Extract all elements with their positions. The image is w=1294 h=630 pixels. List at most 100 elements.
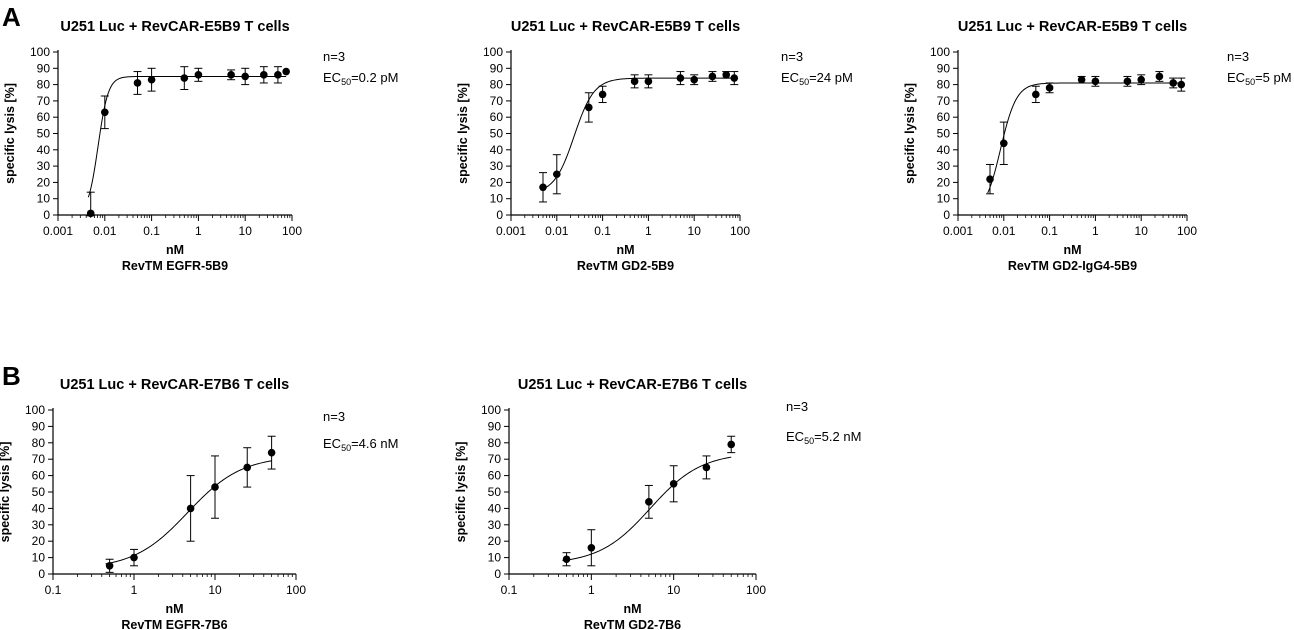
y-tick-label: 40 bbox=[937, 143, 951, 157]
data-point bbox=[1155, 72, 1164, 81]
x-tick-label: 1 bbox=[195, 224, 202, 238]
fit-curve bbox=[540, 77, 735, 191]
data-point bbox=[267, 448, 276, 457]
y-tick-label: 80 bbox=[490, 78, 504, 92]
y-tick-label: 40 bbox=[32, 501, 46, 515]
y-tick-label: 30 bbox=[490, 159, 504, 173]
y-tick-label: 100 bbox=[481, 403, 501, 417]
y-tick-label: 90 bbox=[937, 61, 951, 75]
data-point bbox=[644, 77, 653, 86]
chart-title: U251 Luc + RevCAR-E7B6 T cells bbox=[518, 377, 747, 393]
y-tick-label: 20 bbox=[32, 534, 46, 548]
data-point bbox=[260, 71, 268, 79]
y-tick-label: 100 bbox=[483, 45, 503, 59]
y-tick-label: 40 bbox=[37, 143, 51, 157]
y-tick-label: 80 bbox=[488, 436, 502, 450]
y-tick-label: 60 bbox=[37, 110, 51, 124]
x-axis-sublabel: RevTM EGFR-5B9 bbox=[122, 259, 228, 273]
data-point bbox=[1137, 75, 1145, 84]
panel-label-a: A bbox=[2, 2, 21, 32]
x-tick-label: 100 bbox=[286, 583, 306, 597]
y-tick-label: 80 bbox=[937, 78, 951, 92]
y-tick-label: 20 bbox=[37, 175, 51, 189]
ec50-annotation: EC50=4.6 nM bbox=[323, 436, 398, 453]
data-point bbox=[702, 463, 711, 472]
y-tick-label: 70 bbox=[488, 452, 502, 466]
data-point bbox=[227, 71, 235, 79]
ec50-annotation: EC50=5 pM bbox=[1227, 70, 1292, 87]
data-point bbox=[539, 183, 547, 192]
data-point bbox=[598, 90, 607, 99]
x-tick-label: 0.01 bbox=[93, 224, 117, 238]
data-point bbox=[562, 555, 571, 564]
x-tick-label: 100 bbox=[282, 224, 302, 238]
y-tick-label: 40 bbox=[488, 501, 502, 515]
n-annotation: n=3 bbox=[1227, 49, 1249, 64]
y-tick-label: 100 bbox=[930, 45, 950, 59]
y-tick-label: 90 bbox=[32, 419, 46, 433]
y-tick-label: 50 bbox=[488, 485, 502, 499]
data-point bbox=[194, 71, 203, 79]
y-axis-label: specific lysis [%] bbox=[456, 83, 470, 184]
data-point bbox=[282, 67, 290, 76]
y-tick-label: 30 bbox=[937, 159, 951, 173]
x-axis-sublabel: RevTM GD2-IgG4-5B9 bbox=[1008, 259, 1137, 273]
n-annotation: n=3 bbox=[781, 49, 803, 64]
x-axis-sublabel: RevTM GD2-7B6 bbox=[584, 618, 681, 630]
x-axis-sublabel: RevTM EGFR-7B6 bbox=[121, 618, 227, 630]
y-tick-label: 10 bbox=[488, 551, 502, 565]
data-point bbox=[1169, 79, 1178, 87]
data-point bbox=[1123, 77, 1132, 86]
chart-5: U251 Luc + RevCAR-E7B6 T cells 0 10 20 30 40 5… bbox=[454, 377, 861, 630]
y-axis-label: specific lysis [%] bbox=[903, 83, 917, 184]
chart-1: U251 Luc + RevCAR-E5B9 T cells 0 10 20 30 40 5… bbox=[3, 19, 398, 273]
y-tick-label: 50 bbox=[32, 485, 46, 499]
data-point bbox=[1045, 84, 1054, 92]
y-tick-label: 80 bbox=[37, 78, 51, 92]
y-tick-label: 10 bbox=[32, 551, 46, 565]
data-point bbox=[86, 209, 95, 218]
chart-title: U251 Luc + RevCAR-E5B9 T cells bbox=[511, 19, 740, 35]
y-tick-label: 30 bbox=[488, 518, 502, 532]
n-annotation: n=3 bbox=[323, 49, 345, 64]
data-point bbox=[180, 74, 189, 82]
data-point bbox=[553, 170, 561, 179]
y-tick-label: 50 bbox=[490, 127, 504, 141]
n-annotation: n=3 bbox=[323, 409, 345, 424]
chart-4: U251 Luc + RevCAR-E7B6 T cells 0 10 20 30 40 5… bbox=[0, 377, 398, 630]
data-point bbox=[722, 71, 731, 79]
x-tick-label: 10 bbox=[667, 583, 681, 597]
y-tick-label: 60 bbox=[488, 469, 502, 483]
y-tick-label: 60 bbox=[937, 110, 951, 124]
x-tick-label: 10 bbox=[208, 583, 222, 597]
data-point bbox=[186, 504, 195, 513]
data-point bbox=[241, 72, 249, 81]
y-tick-label: 10 bbox=[37, 192, 51, 206]
data-point bbox=[130, 553, 138, 562]
y-tick-label: 0 bbox=[494, 567, 501, 581]
data-point bbox=[243, 463, 252, 472]
y-axis-label: specific lysis [%] bbox=[3, 83, 17, 184]
fit-curve bbox=[987, 82, 1182, 194]
x-axis-sublabel: RevTM GD2-5B9 bbox=[577, 259, 674, 273]
x-tick-label: 0.001 bbox=[496, 224, 526, 238]
y-tick-label: 40 bbox=[490, 143, 504, 157]
x-axis-label: nM bbox=[623, 602, 641, 616]
ec50-annotation: EC50=24 pM bbox=[781, 70, 853, 87]
data-point bbox=[986, 175, 994, 183]
x-tick-label: 0.1 bbox=[1041, 224, 1058, 238]
y-tick-label: 90 bbox=[488, 419, 502, 433]
data-point bbox=[211, 483, 219, 491]
data-point bbox=[1091, 77, 1100, 86]
y-tick-label: 20 bbox=[488, 534, 502, 548]
x-axis-label: nM bbox=[165, 602, 183, 616]
y-axis-label: specific lysis [%] bbox=[0, 442, 12, 543]
x-tick-label: 1 bbox=[1092, 224, 1099, 238]
x-tick-label: 100 bbox=[746, 583, 766, 597]
y-tick-label: 50 bbox=[937, 127, 951, 141]
data-point bbox=[587, 543, 596, 552]
x-tick-label: 0.001 bbox=[943, 224, 973, 238]
y-tick-label: 0 bbox=[943, 208, 950, 222]
x-tick-label: 10 bbox=[239, 224, 253, 238]
